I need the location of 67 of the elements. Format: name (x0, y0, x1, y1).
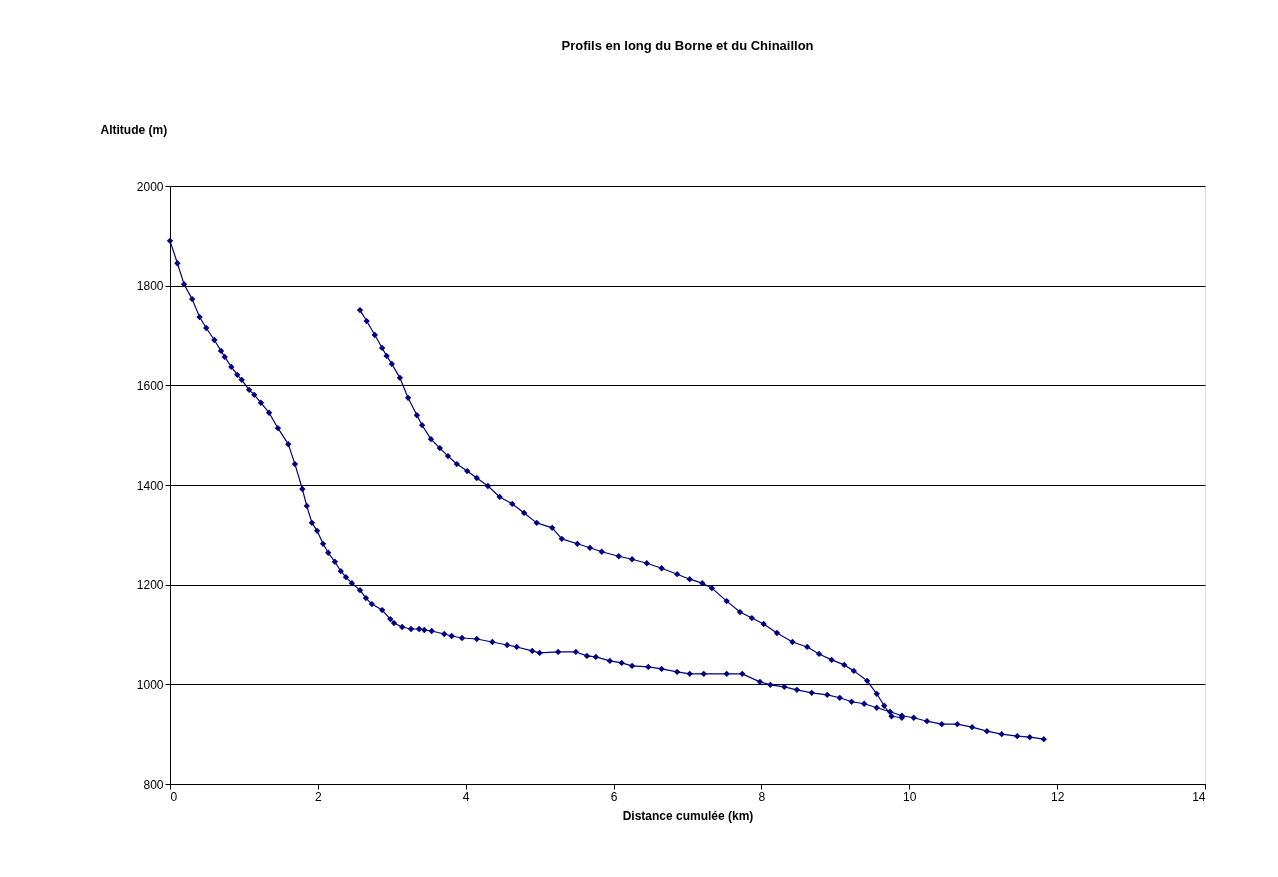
point (873, 690, 880, 697)
point (598, 548, 605, 555)
point (427, 435, 435, 443)
point (850, 667, 857, 675)
point (436, 444, 443, 452)
point (686, 576, 693, 583)
point (533, 519, 540, 527)
y-tick-label: 1200 (136, 578, 164, 593)
point (815, 650, 823, 658)
point (773, 629, 781, 637)
point (574, 540, 581, 547)
x-tick-label: 12 (1050, 789, 1065, 804)
point (453, 460, 460, 468)
chart-title: Profils en long du Borne et du Chinaillon (561, 38, 814, 53)
point (549, 524, 556, 532)
point (789, 638, 796, 646)
point (496, 493, 503, 501)
point (404, 394, 412, 401)
x-tick-label: 6 (610, 789, 618, 804)
point (804, 643, 811, 651)
point (748, 614, 755, 622)
point (371, 331, 378, 339)
y-axis-title: Altitude (m) (100, 122, 168, 137)
y-tick-label: 1400 (136, 478, 164, 493)
point (473, 474, 480, 482)
point (863, 677, 871, 685)
x-tick-label: 2 (315, 789, 323, 804)
point (586, 544, 594, 551)
point (520, 509, 528, 517)
point (880, 702, 888, 709)
x-axis-title: Distance cumulée (km) (622, 808, 754, 823)
point (484, 482, 492, 490)
point (444, 452, 452, 460)
point (413, 412, 421, 419)
point (736, 608, 744, 616)
point (828, 656, 835, 664)
point (708, 584, 716, 592)
point (723, 597, 730, 605)
point (628, 556, 636, 563)
point (760, 620, 767, 628)
point (673, 571, 681, 578)
x-tick-label: 10 (903, 789, 917, 804)
x-tick-label: 4 (462, 789, 470, 804)
point (356, 306, 364, 314)
y-tick-label: 2000 (136, 179, 164, 194)
x-tick-label: 8 (758, 789, 766, 804)
point (841, 661, 848, 669)
point (558, 535, 565, 542)
y-tick-label: 1800 (136, 279, 164, 294)
point (643, 560, 650, 567)
point (418, 422, 426, 429)
x-tick-label: 14 (1192, 789, 1206, 804)
point (658, 565, 665, 572)
y-tick-label: 800 (143, 777, 164, 792)
x-tick-label: 0 (170, 789, 178, 804)
point (699, 580, 706, 587)
y-tick-label: 1600 (136, 378, 164, 393)
y-tick-label: 1000 (136, 677, 164, 692)
point (388, 360, 395, 368)
point (888, 713, 895, 720)
point (396, 374, 404, 382)
point (379, 344, 386, 352)
point (615, 553, 622, 560)
point (464, 467, 471, 475)
point (363, 317, 370, 325)
point (509, 500, 516, 508)
point (383, 352, 390, 360)
